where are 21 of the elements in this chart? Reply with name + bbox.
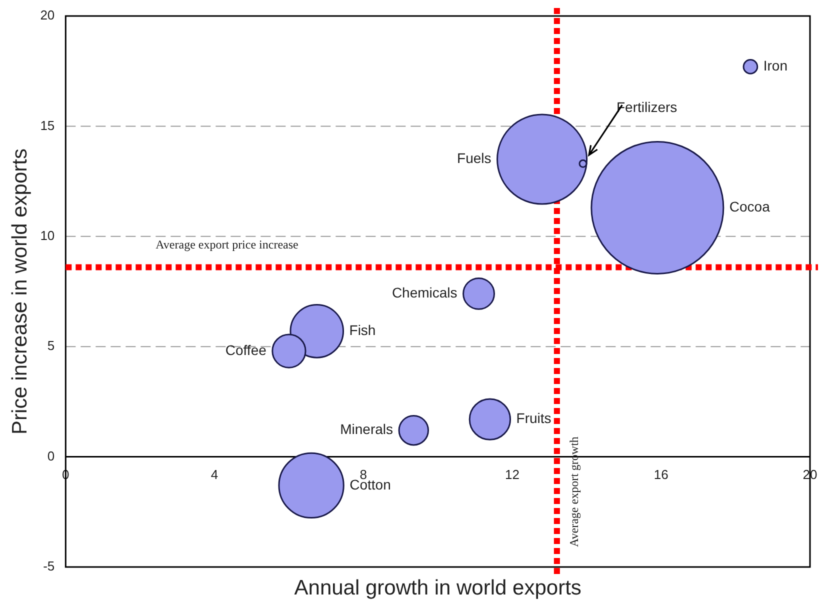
y-tick-label: 10 xyxy=(40,228,55,243)
x-tick-label: 16 xyxy=(654,467,668,482)
x-axis-title: Annual growth in world exports xyxy=(294,576,582,600)
ref-line-label: Average export price increase xyxy=(156,237,298,252)
y-tick-label: -5 xyxy=(43,558,55,574)
series-label: Fish xyxy=(349,322,376,338)
y-axis-title: Price increase in world exports xyxy=(8,148,32,434)
y-tick-label: 20 xyxy=(40,8,55,23)
series-label: Iron xyxy=(763,58,788,74)
ref-line-label: Average export growth xyxy=(567,436,582,547)
y-tick-label: 0 xyxy=(47,448,55,464)
y-tick-label: 15 xyxy=(40,118,55,133)
series-label: Coffee xyxy=(225,342,267,358)
x-tick-label: 4 xyxy=(210,467,218,482)
series-label: Fruits xyxy=(516,410,552,426)
x-tick-label: 12 xyxy=(505,467,520,482)
series-label: Fuels xyxy=(457,150,492,166)
series-label: Chemicals xyxy=(392,284,458,301)
series-label: Cocoa xyxy=(729,198,770,215)
y-tick-label: 5 xyxy=(47,338,55,354)
series-label: Minerals xyxy=(340,421,394,438)
